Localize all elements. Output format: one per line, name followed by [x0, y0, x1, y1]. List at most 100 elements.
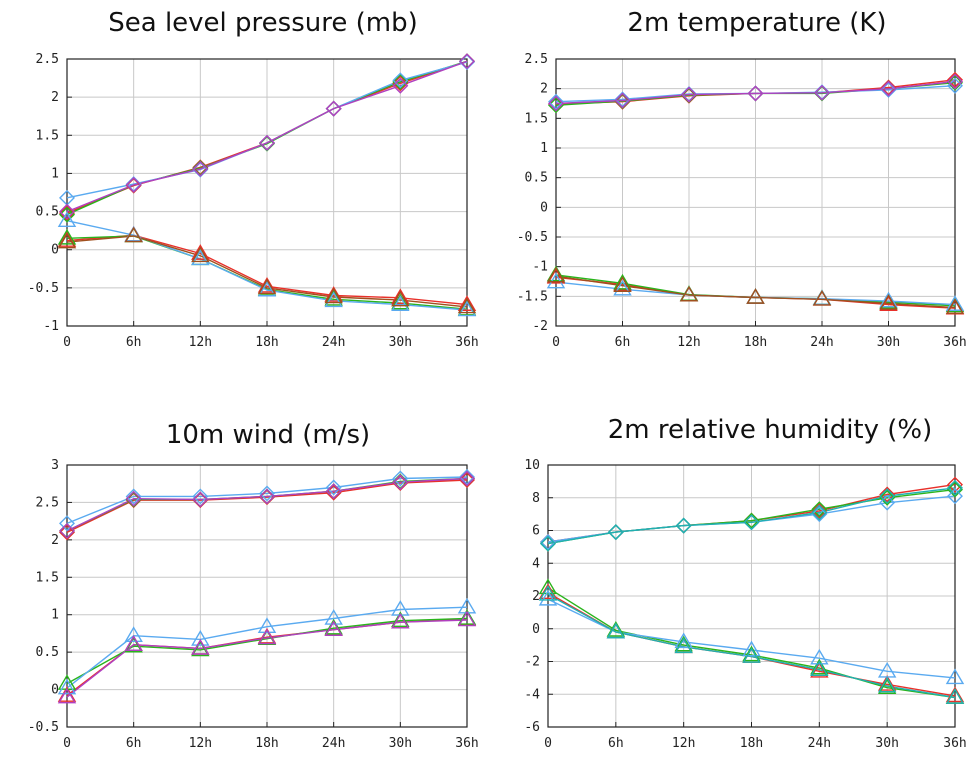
y-tick-label: -1 — [43, 319, 59, 334]
diamond-marker — [392, 77, 409, 94]
triangle-marker — [324, 609, 343, 625]
x-tick-label: 6h — [126, 335, 142, 350]
diamond-marker — [614, 92, 631, 109]
series-line — [66, 476, 468, 525]
y-tick-label: 0 — [51, 243, 59, 258]
triangle-marker — [391, 288, 410, 305]
diamond-marker — [880, 81, 897, 98]
x-tick-label: 0 — [63, 736, 71, 751]
x-tick-label: 36h — [455, 335, 478, 350]
diamond-marker — [947, 476, 963, 493]
diamond-marker — [392, 474, 409, 491]
triangle-marker — [810, 661, 829, 678]
triangle-marker — [57, 232, 77, 249]
series-line — [555, 80, 956, 105]
diamond-marker — [811, 501, 828, 518]
diamond-marker — [879, 489, 896, 506]
y-tick-label: 0 — [540, 200, 548, 215]
x-tick-label: 6h — [615, 335, 631, 350]
triangle-marker — [324, 620, 343, 636]
chart-title: 2m temperature (K) — [627, 8, 887, 38]
triangle-marker — [124, 635, 143, 651]
x-tick-label: 24h — [808, 736, 831, 751]
triangle-marker — [679, 285, 699, 302]
x-tick-label: 36h — [943, 736, 966, 751]
diamond-marker — [59, 515, 75, 532]
triangle-marker — [538, 589, 558, 606]
y-tick-label: -6 — [524, 720, 540, 735]
x-tick-label: 18h — [740, 736, 763, 751]
y-tick-label: 0.5 — [36, 205, 59, 220]
triangle-marker — [391, 295, 410, 311]
diamond-marker — [880, 79, 897, 96]
triangle-marker — [57, 228, 77, 245]
y-tick-label: -2 — [532, 319, 548, 334]
y-tick-label: 2 — [532, 589, 540, 604]
y-tick-label: 0.5 — [525, 171, 548, 186]
triangle-marker — [391, 612, 410, 629]
triangle-marker — [606, 621, 626, 637]
triangle-marker — [324, 286, 343, 302]
y-tick-label: 10 — [524, 458, 540, 473]
diamond-marker — [59, 205, 75, 222]
triangle-marker — [191, 244, 210, 260]
triangle-marker — [191, 640, 210, 657]
diamond-marker — [879, 494, 896, 511]
diamond-marker — [947, 479, 963, 496]
y-tick-label: -2 — [524, 655, 540, 670]
y-tick-label: 6 — [532, 524, 540, 539]
triangle-marker — [391, 611, 410, 628]
triangle-marker — [124, 226, 143, 243]
y-tick-label: 4 — [532, 556, 540, 571]
x-tick-label: 0 — [63, 335, 71, 350]
x-tick-label: 18h — [255, 736, 278, 751]
triangle-marker — [674, 637, 693, 654]
triangle-marker — [538, 584, 558, 601]
diamond-marker — [614, 91, 631, 108]
triangle-marker — [810, 658, 829, 675]
y-tick-label: -1.5 — [517, 289, 548, 304]
y-tick-label: -1 — [532, 260, 548, 275]
diamond-marker — [192, 160, 209, 177]
triangle-marker — [457, 295, 477, 311]
triangle-marker — [538, 583, 558, 600]
triangle-marker — [257, 278, 277, 295]
y-tick-label: 2.5 — [36, 495, 59, 510]
triangle-marker — [945, 668, 965, 685]
y-tick-label: 1.5 — [36, 128, 59, 143]
diamond-marker — [125, 176, 142, 193]
x-tick-label: 36h — [455, 736, 478, 751]
series-line — [66, 619, 468, 698]
y-tick-label: 2 — [540, 82, 548, 97]
y-tick-label: 0 — [51, 683, 59, 698]
triangle-marker — [57, 211, 77, 228]
triangle-marker — [391, 293, 410, 310]
y-tick-label: 0.5 — [36, 645, 59, 660]
x-tick-label: 30h — [877, 335, 900, 350]
triangle-marker — [257, 276, 277, 293]
triangle-marker — [191, 249, 210, 266]
triangle-marker — [191, 630, 210, 646]
x-tick-label: 18h — [255, 335, 278, 350]
diamond-marker — [259, 134, 275, 151]
series-line — [66, 479, 468, 534]
series-line — [66, 477, 468, 532]
y-tick-label: -0.5 — [517, 230, 548, 245]
diamond-marker — [125, 488, 142, 505]
y-tick-label: 8 — [532, 491, 540, 506]
x-tick-label: 24h — [810, 335, 833, 350]
triangle-marker — [674, 632, 693, 649]
series-line — [66, 617, 468, 685]
y-tick-label: 2 — [51, 533, 59, 548]
triangle-marker — [613, 279, 632, 296]
triangle-marker — [746, 288, 765, 304]
diamond-marker — [879, 488, 896, 505]
triangle-marker — [538, 578, 558, 595]
triangle-marker — [879, 291, 898, 308]
diamond-marker — [947, 481, 963, 498]
chart-title: Sea level pressure (mb) — [108, 8, 418, 38]
diamond-marker — [59, 524, 75, 541]
